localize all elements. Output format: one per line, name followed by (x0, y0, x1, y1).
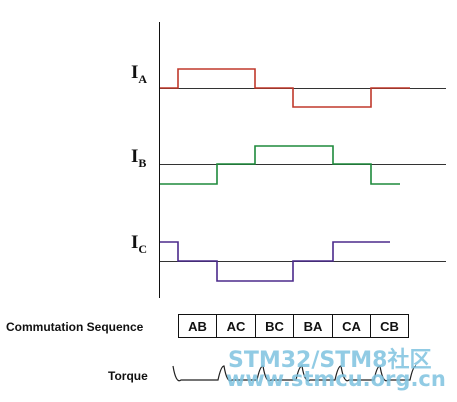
label-ib: IB (131, 146, 147, 170)
sequence-step-ab: AB (178, 314, 217, 338)
watermark-url: www.stmcu.org.cn (226, 367, 446, 391)
watermark-title: STM32/STM8社区 (228, 348, 432, 373)
ib-waveform (160, 145, 400, 185)
commutation-sequence-label: Commutation Sequence (6, 320, 144, 334)
label-ia: IA (131, 62, 148, 86)
label-ic: IC (131, 232, 148, 256)
sequence-step-ac: AC (216, 314, 256, 338)
sequence-step-bc: BC (255, 314, 294, 338)
sequence-step-cb: CB (370, 314, 409, 338)
torque-label: Torque (108, 369, 148, 383)
ia-waveform (160, 68, 410, 108)
sequence-step-ca: CA (332, 314, 371, 338)
ic-waveform (160, 241, 390, 282)
sequence-step-ba: BA (293, 314, 333, 338)
torque-ripple (172, 365, 417, 382)
